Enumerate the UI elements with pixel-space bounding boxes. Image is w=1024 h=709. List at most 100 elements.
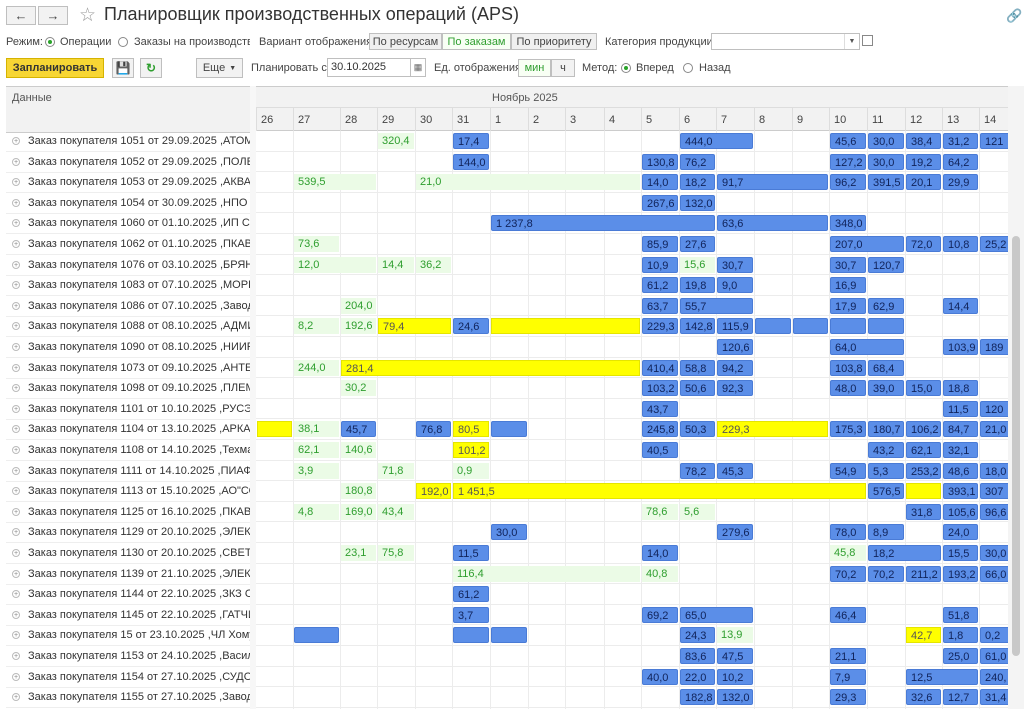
operation-bar[interactable]: 29,9 bbox=[943, 174, 978, 191]
operation-bar[interactable]: 444,0 bbox=[680, 133, 753, 149]
operation-bar[interactable] bbox=[491, 627, 527, 644]
mode-option-operations[interactable]: Операции bbox=[60, 36, 112, 48]
operation-bar[interactable]: 27,6 bbox=[680, 236, 715, 252]
operation-bar[interactable]: 63,6 bbox=[717, 215, 828, 232]
operation-bar[interactable]: 21,0 bbox=[980, 421, 1008, 438]
operation-bar[interactable]: 15,5 bbox=[943, 545, 978, 561]
operation-bar[interactable]: 32,6 bbox=[906, 689, 941, 706]
operation-bar[interactable]: 58,8 bbox=[680, 359, 715, 376]
refresh-button[interactable]: ↻ bbox=[140, 58, 162, 78]
operation-bar[interactable]: 267,6 bbox=[642, 194, 678, 211]
operation-bar[interactable]: 42,7 bbox=[906, 627, 941, 644]
operation-bar[interactable]: 120,7 bbox=[868, 256, 904, 273]
favorite-star-icon[interactable]: ☆ bbox=[79, 5, 97, 26]
order-row[interactable]: + Заказ покупателя 1086 от 07.10.2025 ,За… bbox=[6, 296, 250, 317]
operation-bar[interactable]: 43,4 bbox=[378, 503, 414, 520]
expand-icon[interactable]: + bbox=[12, 384, 20, 393]
operation-bar[interactable]: 0,9 bbox=[453, 462, 489, 479]
operation-bar[interactable]: 79,4 bbox=[378, 318, 451, 335]
expand-icon[interactable]: + bbox=[12, 343, 20, 351]
expand-icon[interactable]: + bbox=[12, 631, 20, 640]
operation-bar[interactable]: 70,2 bbox=[868, 565, 904, 582]
operation-bar[interactable]: 21,0 bbox=[416, 174, 640, 191]
operation-bar[interactable]: 8,9 bbox=[868, 524, 904, 541]
vertical-scrollbar[interactable] bbox=[1008, 86, 1024, 709]
order-row[interactable]: + Заказ покупателя 1153 от 24.10.2025 ,Ва… bbox=[6, 646, 250, 667]
calendar-icon[interactable]: ▦ bbox=[411, 58, 426, 77]
operation-bar[interactable]: 8,2 bbox=[294, 318, 339, 335]
expand-icon[interactable]: + bbox=[12, 528, 20, 537]
operation-bar[interactable]: 15,6 bbox=[680, 256, 715, 273]
operation-bar[interactable]: 25,0 bbox=[943, 648, 978, 664]
operation-bar[interactable]: 10,2 bbox=[717, 668, 753, 685]
order-row[interactable]: + Заказ покупателя 1113 от 15.10.2025 ,АО… bbox=[6, 481, 250, 503]
mode-option-orders[interactable]: Заказы на производство bbox=[134, 36, 250, 48]
operation-bar[interactable]: 106,2 bbox=[906, 421, 941, 438]
operation-bar[interactable]: 189 bbox=[980, 339, 1008, 355]
order-row[interactable]: + Заказ покупателя 1054 от 30.09.2025 ,НП… bbox=[6, 193, 250, 214]
operation-bar[interactable]: 3,7 bbox=[453, 606, 489, 623]
operation-bar[interactable]: 21,1 bbox=[830, 648, 866, 664]
expand-icon[interactable]: + bbox=[12, 198, 20, 207]
operation-bar[interactable]: 38,1 bbox=[294, 421, 339, 438]
operation-bar[interactable]: 68,4 bbox=[868, 359, 904, 376]
operation-bar[interactable]: 130,8 bbox=[642, 153, 678, 170]
operation-bar[interactable]: 132,0 bbox=[717, 689, 753, 706]
order-row[interactable]: + Заказ покупателя 1073 от 09.10.2025 ,АН… bbox=[6, 358, 250, 379]
more-button[interactable]: Еще ▼ bbox=[196, 58, 243, 78]
expand-icon[interactable]: + bbox=[12, 693, 20, 702]
operation-bar[interactable]: 17,9 bbox=[830, 297, 866, 314]
operation-bar[interactable]: 245,8 bbox=[642, 421, 678, 438]
operation-bar[interactable]: 244,0 bbox=[294, 359, 339, 376]
operation-bar[interactable] bbox=[257, 421, 292, 438]
operation-bar[interactable]: 31,4 bbox=[980, 689, 1008, 706]
operation-bar[interactable]: 14,0 bbox=[642, 545, 678, 561]
order-row[interactable]: + Заказ покупателя 1098 от 09.10.2025 ,ПЛ… bbox=[6, 378, 250, 400]
operation-bar[interactable]: 45,6 bbox=[830, 133, 866, 149]
back-button[interactable]: ← bbox=[6, 6, 36, 25]
operation-bar[interactable]: 54,9 bbox=[830, 462, 866, 479]
operation-bar[interactable]: 83,6 bbox=[680, 648, 715, 664]
method-radio-forward[interactable] bbox=[621, 63, 631, 73]
operation-bar[interactable]: 78,0 bbox=[830, 524, 866, 541]
order-row[interactable]: + Заказ покупателя 1051 от 29.09.2025 ,АТ… bbox=[6, 131, 250, 152]
operation-bar[interactable]: 43,7 bbox=[642, 400, 678, 417]
operation-bar[interactable]: 96,2 bbox=[830, 174, 866, 191]
expand-icon[interactable]: + bbox=[12, 260, 20, 269]
order-row[interactable]: + Заказ покупателя 1139 от 21.10.2025 ,ЭЛ… bbox=[6, 564, 250, 585]
expand-icon[interactable]: + bbox=[12, 363, 20, 372]
operation-bar[interactable]: 20,1 bbox=[906, 174, 941, 191]
operation-bar[interactable] bbox=[453, 627, 489, 644]
operation-bar[interactable]: 55,7 bbox=[680, 297, 753, 314]
order-row[interactable]: + Заказ покупателя 1155 от 27.10.2025 ,За… bbox=[6, 687, 250, 709]
operation-bar[interactable]: 30,7 bbox=[830, 256, 866, 273]
operation-bar[interactable]: 61,0 bbox=[980, 648, 1008, 664]
operation-bar[interactable]: 12,5 bbox=[906, 668, 978, 685]
operation-bar[interactable]: 76,8 bbox=[416, 421, 451, 438]
operation-bar[interactable]: 169,0 bbox=[341, 503, 376, 520]
operation-bar[interactable]: 71,8 bbox=[378, 462, 414, 479]
operation-bar[interactable]: 5,6 bbox=[680, 503, 715, 520]
expand-icon[interactable]: + bbox=[12, 466, 20, 475]
order-row[interactable]: + Заказ покупателя 1088 от 08.10.2025 ,АД… bbox=[6, 316, 250, 338]
operation-bar[interactable]: 229,3 bbox=[642, 318, 678, 335]
order-row[interactable]: + Заказ покупателя 1108 от 14.10.2025 ,Те… bbox=[6, 440, 250, 461]
operation-bar[interactable]: 45,3 bbox=[717, 462, 753, 479]
operation-bar[interactable]: 348,0 bbox=[830, 215, 866, 232]
operation-bar[interactable]: 19,2 bbox=[906, 153, 941, 170]
operation-bar[interactable]: 105,6 bbox=[943, 503, 978, 520]
operation-bar[interactable]: 115,9 bbox=[717, 318, 753, 335]
expand-icon[interactable]: + bbox=[12, 507, 20, 516]
operation-bar[interactable]: 65,0 bbox=[680, 606, 753, 623]
operation-bar[interactable]: 22,0 bbox=[680, 668, 715, 685]
expand-icon[interactable]: + bbox=[12, 652, 20, 660]
operation-bar[interactable]: 31,8 bbox=[906, 503, 941, 520]
order-row[interactable]: + Заказ покупателя 15 от 23.10.2025 ,ЧЛ Х… bbox=[6, 625, 250, 647]
operation-bar[interactable] bbox=[491, 421, 527, 438]
view-by-orders-button[interactable]: По заказам bbox=[442, 33, 511, 50]
expand-icon[interactable]: + bbox=[12, 672, 20, 681]
operation-bar[interactable]: 91,7 bbox=[717, 174, 828, 191]
operation-bar[interactable]: 51,8 bbox=[943, 606, 978, 623]
operation-bar[interactable]: 84,7 bbox=[943, 421, 978, 438]
operation-bar[interactable]: 120,6 bbox=[717, 339, 753, 355]
